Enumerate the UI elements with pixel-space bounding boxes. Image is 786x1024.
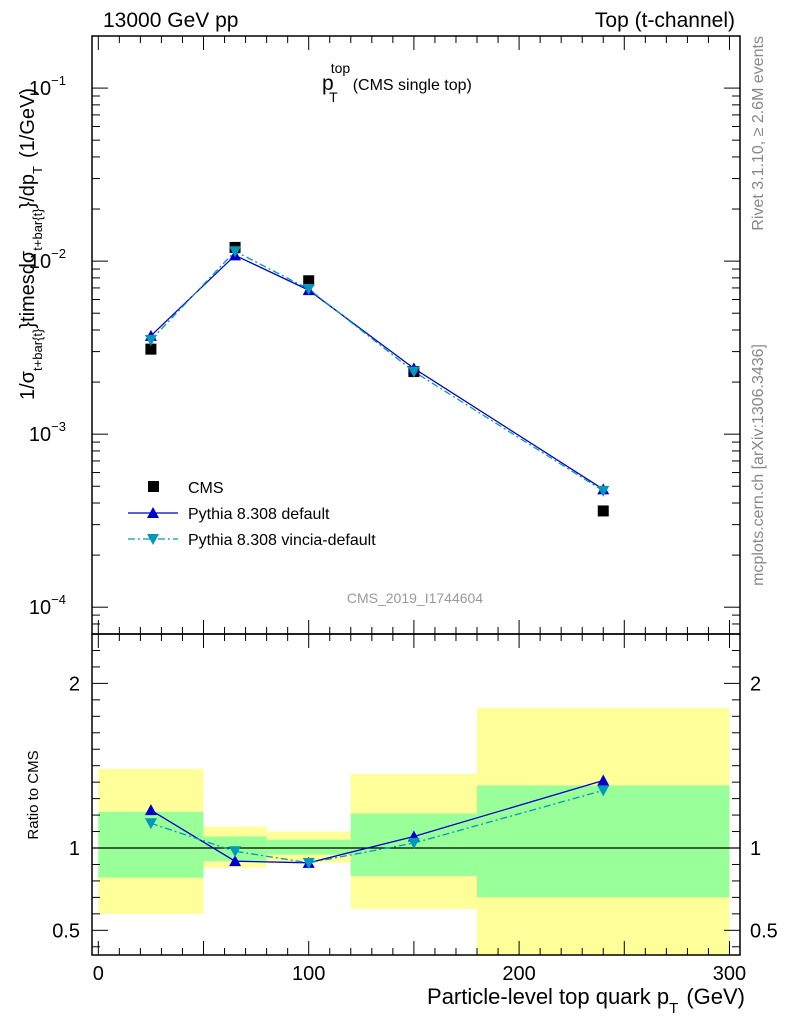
ratio-ytick-label-left: 2 [69, 673, 80, 695]
ratio-line-1 [150, 789, 604, 864]
ratio-bands [92, 708, 740, 955]
main-ytick-label: 10−4 [29, 592, 66, 619]
legend: CMS Pythia 8.308 default Pythia 8.308 vi… [128, 480, 376, 549]
main-line-1 [150, 254, 604, 490]
x-tick-label: 0 [93, 963, 104, 985]
ratio-ytick-label-left: 0.5 [52, 920, 80, 942]
legend-label-pythia-vincia: Pythia 8.308 vincia-default [188, 532, 376, 549]
main-ytick-label: 10−2 [29, 246, 66, 273]
ratio-series [144, 774, 610, 869]
ratio-ylabel: Ratio to CMS [25, 750, 42, 839]
main-point-2-0 [144, 335, 157, 347]
x-tick-label: 200 [502, 963, 535, 985]
axes: 0 100 200 300 10−1 10−2 10−3 10−4 0.5 0.5 1 1 2 2 [29, 35, 778, 985]
ratio-point-0-0 [144, 804, 157, 816]
main-point-0-0 [145, 343, 157, 355]
plot-title: ptop T (CMS single top) [322, 60, 472, 105]
x-tick-label: 300 [713, 963, 746, 985]
main-point-2-4 [597, 485, 610, 497]
main-ylabel: 1/σt+bar{t}}timesdσt+bar{t}}/dpT(1/GeV) [17, 88, 45, 400]
title-sup: top [331, 60, 351, 76]
ratio-point-0-4 [597, 774, 610, 786]
ratio-ytick-label-right: 1 [750, 838, 761, 860]
ratio-ytick-label-left: 1 [69, 838, 80, 860]
main-point-0-4 [597, 505, 609, 517]
ratio-point-1-0 [144, 818, 157, 830]
ratio-xlabel: Particle-level top quark pT (GeV) [427, 984, 745, 1017]
band-inner-2 [266, 839, 351, 855]
legend-marker-pythia-vincia [147, 534, 159, 545]
title-main: p [322, 72, 334, 95]
ratio-ytick-label-right: 0.5 [750, 920, 778, 942]
process-label: Top (t-channel) [595, 9, 735, 32]
ratio-point-0-1 [229, 855, 242, 867]
main-ytick-label: 10−3 [29, 419, 66, 446]
legend-marker-pythia-default [147, 507, 159, 518]
legend-label-pythia-default: Pythia 8.308 default [188, 506, 330, 523]
rivet-label: Rivet 3.1.10, ≥ 2.6M events [750, 36, 767, 231]
ratio-point-1-3 [407, 838, 420, 850]
main-point-2-1 [229, 246, 242, 258]
legend-label-cms: CMS [188, 480, 224, 497]
analysis-watermark: CMS_2019_I1744604 [347, 590, 483, 606]
main-point-2-3 [407, 366, 420, 378]
ratio-point-1-4 [597, 785, 610, 797]
band-inner-4 [477, 785, 730, 898]
main-line-2 [150, 250, 604, 492]
ratio-ytick-label-right: 2 [750, 673, 761, 695]
x-tick-label: 100 [292, 963, 325, 985]
title-rest: (CMS single top) [353, 77, 472, 94]
main-point-2-2 [302, 284, 315, 296]
main-series [144, 241, 610, 517]
main-ytick-label: 10−1 [29, 73, 66, 100]
title-sub: T [329, 89, 338, 105]
ratio-point-1-2 [302, 857, 315, 869]
ratio-frame [91, 633, 741, 956]
energy-label: 13000 GeV pp [103, 9, 238, 32]
ratio-point-1-1 [229, 846, 242, 858]
mcplots-label: mcplots.cern.ch [arXiv:1306.3436] [750, 344, 767, 586]
legend-marker-cms [148, 481, 159, 492]
main-point-0-2 [303, 275, 315, 287]
